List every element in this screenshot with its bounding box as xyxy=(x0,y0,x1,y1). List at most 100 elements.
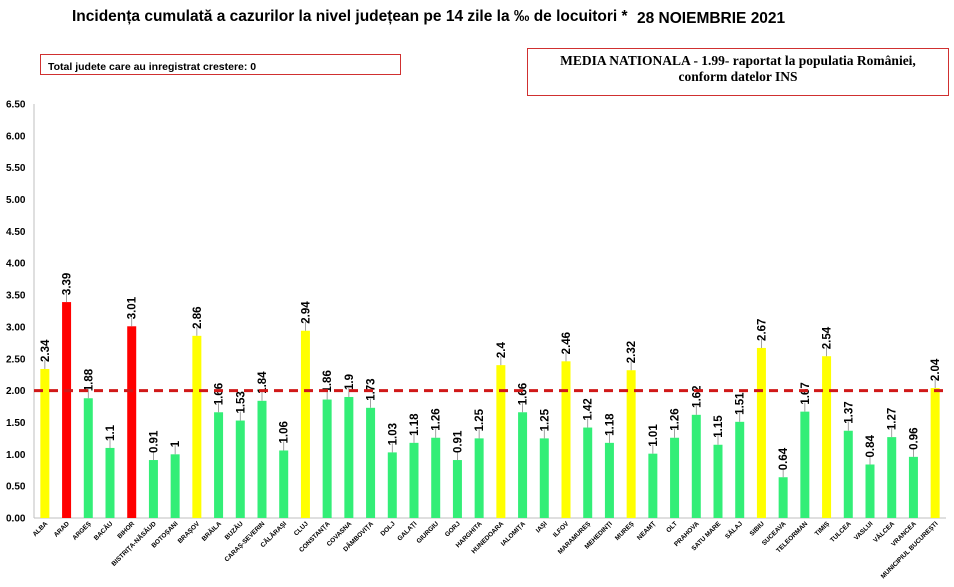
bar xyxy=(518,412,528,518)
category-label: BUZĂU xyxy=(222,519,245,542)
bar xyxy=(431,437,441,518)
bar xyxy=(691,414,701,518)
bar xyxy=(105,447,115,518)
y-tick-label: 4.50 xyxy=(6,227,26,238)
national-average-box: MEDIA NATIONALA - 1.99- raportat la popu… xyxy=(527,48,949,96)
value-label: 1 xyxy=(170,440,182,447)
value-label: 1.88 xyxy=(83,368,95,391)
category-label: ARGEȘ xyxy=(71,520,93,542)
bar xyxy=(887,437,897,518)
value-label: 1.53 xyxy=(235,391,247,413)
category-label: ALBA xyxy=(32,520,50,538)
bar xyxy=(170,454,180,518)
category-label: SIBIU xyxy=(749,520,766,537)
category-label: GORJ xyxy=(444,520,462,538)
category-label: NEAMȚ xyxy=(636,520,657,541)
value-label: 2.4 xyxy=(496,342,508,359)
value-label: 1.18 xyxy=(604,413,616,436)
y-tick-label: 6.00 xyxy=(6,131,26,142)
value-label: 0.96 xyxy=(908,427,920,449)
bar xyxy=(127,326,137,518)
y-tick-label: 1.50 xyxy=(6,418,26,429)
value-label: 1.1 xyxy=(105,424,117,441)
value-label: 1.27 xyxy=(887,408,899,430)
bar xyxy=(214,412,224,518)
national-average-line1: MEDIA NATIONALA - 1.99- raportat la popu… xyxy=(560,53,916,68)
value-label: 1.25 xyxy=(539,408,551,431)
value-label: 1.01 xyxy=(648,424,660,447)
value-label: 2.04 xyxy=(930,358,942,381)
value-label: 1.26 xyxy=(431,408,443,430)
value-label: 1.86 xyxy=(322,370,334,392)
value-label: 2.94 xyxy=(300,301,312,324)
value-label: 1.51 xyxy=(735,392,747,415)
category-label: MUREȘ xyxy=(614,520,636,542)
value-label: 1.42 xyxy=(583,398,595,420)
category-label: ARAD xyxy=(53,520,71,538)
value-label: 1.66 xyxy=(214,383,226,405)
national-average-line2: conform datelor INS xyxy=(678,69,798,84)
value-label: 3.01 xyxy=(127,296,139,319)
bar xyxy=(474,438,484,518)
value-label: 1.66 xyxy=(518,383,530,405)
value-label: 3.39 xyxy=(62,273,74,295)
value-label: 2.54 xyxy=(822,326,834,349)
bar xyxy=(496,365,506,518)
category-label: IAȘI xyxy=(535,520,549,534)
bar xyxy=(279,450,289,518)
value-label: 2.34 xyxy=(40,339,52,362)
value-label: 1.84 xyxy=(257,371,269,394)
y-tick-label: 0.00 xyxy=(6,514,26,525)
bar xyxy=(648,453,658,518)
category-label: VASLUI xyxy=(853,520,875,542)
value-label: 2.32 xyxy=(626,341,638,363)
value-label: 1.9 xyxy=(344,374,356,390)
bar xyxy=(865,464,875,518)
bar xyxy=(409,442,419,518)
y-tick-label: 5.50 xyxy=(6,163,26,174)
category-label: BIHOR xyxy=(116,520,136,540)
bar xyxy=(300,330,310,518)
value-label: 0.91 xyxy=(148,430,160,453)
value-label: 1.18 xyxy=(409,413,421,436)
y-tick-label: 0.50 xyxy=(6,482,26,493)
bar xyxy=(257,400,267,518)
bar xyxy=(62,302,72,518)
y-tick-label: 1.00 xyxy=(6,450,26,461)
value-label: 1.03 xyxy=(387,423,399,445)
value-label: 1.67 xyxy=(800,382,812,404)
category-label: OLT xyxy=(665,520,679,534)
value-label: 1.15 xyxy=(713,415,725,438)
chart-title: Incidența cumulată a cazurilor la nivel … xyxy=(72,8,628,25)
bar xyxy=(930,388,940,518)
y-tick-label: 4.00 xyxy=(6,259,26,270)
bar xyxy=(452,460,462,518)
bar xyxy=(756,347,766,518)
category-label: BRAȘOV xyxy=(177,520,202,545)
bar xyxy=(800,411,810,518)
bar xyxy=(670,437,680,518)
bar xyxy=(40,368,50,518)
bar xyxy=(908,456,918,518)
report-date: 28 NOIEMBRIE 2021 xyxy=(637,10,786,27)
bar xyxy=(778,477,788,518)
category-label: BRĂILA xyxy=(199,519,223,543)
bar xyxy=(83,398,93,518)
category-label: CLUJ xyxy=(293,520,310,537)
bar xyxy=(626,370,636,518)
bar xyxy=(387,452,397,518)
value-label: 1.25 xyxy=(474,408,486,431)
value-label: 2.67 xyxy=(756,319,768,341)
bar xyxy=(843,430,853,518)
category-label: TIMIȘ xyxy=(814,520,832,538)
bar xyxy=(735,421,745,518)
value-label: 1.62 xyxy=(691,385,703,407)
category-label: GIURGIU xyxy=(416,520,441,545)
value-label: 0.84 xyxy=(865,435,877,458)
bar xyxy=(561,361,571,518)
value-label: 1.26 xyxy=(670,408,682,430)
bar xyxy=(822,356,832,518)
category-label: SĂLAJ xyxy=(723,519,745,541)
bar xyxy=(604,442,614,518)
